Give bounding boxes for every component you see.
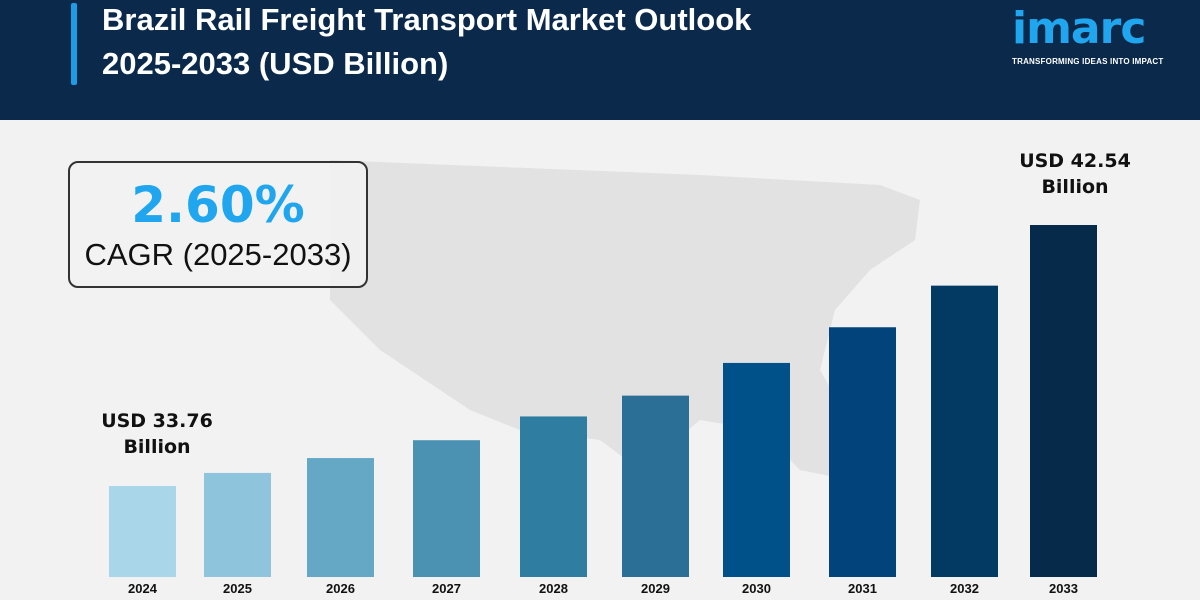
cagr-value: 2.60% bbox=[131, 176, 305, 234]
bar-2029 bbox=[622, 395, 689, 577]
x-tick-label: 2028 bbox=[539, 581, 568, 596]
bar-2025 bbox=[204, 472, 271, 577]
title-line-2: 2025-2033 (USD Billion) bbox=[102, 46, 449, 81]
bar-2031 bbox=[829, 327, 896, 577]
bar-2027 bbox=[413, 440, 480, 577]
chart-title: Brazil Rail Freight Transport Market Out… bbox=[102, 0, 982, 86]
end-value-line2: Billion bbox=[1041, 176, 1109, 198]
logo-tagline: TRANSFORMING IDEAS INTO IMPACT bbox=[1012, 57, 1164, 66]
title-line-1: Brazil Rail Freight Transport Market Out… bbox=[102, 2, 752, 37]
end-value-line1: USD 42.54 bbox=[1019, 150, 1131, 172]
bar-2028 bbox=[520, 416, 587, 577]
x-tick-label: 2025 bbox=[223, 581, 252, 596]
cagr-label: CAGR (2025-2033) bbox=[84, 237, 352, 272]
bar-2030 bbox=[723, 362, 790, 577]
x-tick-label: 2026 bbox=[326, 581, 355, 596]
bar-2033 bbox=[1030, 225, 1097, 577]
start-value-label: USD 33.76 Billion bbox=[82, 408, 232, 460]
x-tick-label: 2027 bbox=[432, 581, 461, 596]
cagr-box: 2.60% CAGR (2025-2033) bbox=[68, 161, 368, 288]
x-tick-label: 2033 bbox=[1049, 581, 1078, 596]
bar-2024 bbox=[109, 486, 176, 577]
start-value-line1: USD 33.76 bbox=[101, 410, 213, 432]
bar-2026 bbox=[307, 458, 374, 577]
header: Brazil Rail Freight Transport Market Out… bbox=[0, 0, 1200, 120]
x-tick-label: 2031 bbox=[848, 581, 877, 596]
imarc-logo: imarc TRANSFORMING IDEAS INTO IMPACT bbox=[1012, 4, 1182, 67]
bar-2032 bbox=[931, 285, 998, 577]
x-tick-label: 2029 bbox=[641, 581, 670, 596]
x-tick-label: 2024 bbox=[128, 581, 158, 596]
x-tick-label: 2030 bbox=[742, 581, 771, 596]
accent-bar bbox=[71, 3, 77, 85]
x-tick-label: 2032 bbox=[950, 581, 979, 596]
end-value-label: USD 42.54 Billion bbox=[1000, 148, 1150, 200]
start-value-line2: Billion bbox=[123, 436, 191, 458]
logo-word: imarc bbox=[1012, 3, 1146, 54]
